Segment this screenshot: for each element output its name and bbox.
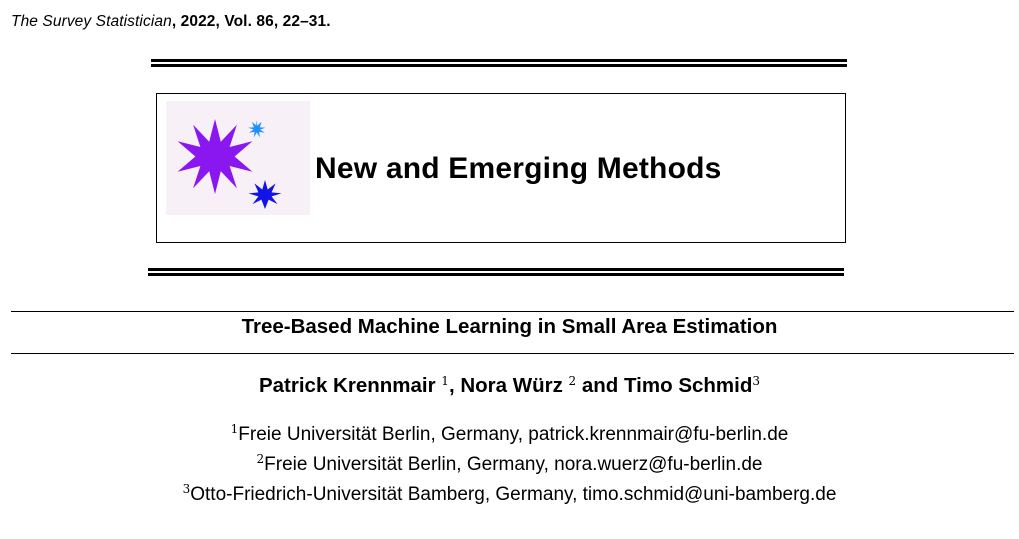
affiliation-marker: 2	[256, 452, 265, 466]
affiliation-text: Freie Universität Berlin, Germany, nora.…	[264, 454, 763, 475]
affiliation-marker: 1	[230, 422, 239, 436]
affiliation-marker: 3	[182, 482, 191, 496]
affiliation-text: Otto-Friedrich-Universität Bamberg, Germ…	[190, 484, 837, 505]
journal-name: The Survey Statistician	[11, 13, 172, 30]
affiliation-line: 2Freie Universität Berlin, Germany, nora…	[0, 452, 1019, 476]
double-rule-bottom	[148, 268, 844, 276]
affiliation-line: 1Freie Universität Berlin, Germany, patr…	[0, 422, 1019, 446]
double-rule-top	[151, 59, 847, 67]
section-title: New and Emerging Methods	[315, 152, 722, 185]
title-rule-top	[11, 311, 1014, 312]
author-affiliation-marker: 2	[568, 374, 577, 388]
author-affiliation-marker: 3	[752, 374, 761, 388]
author-separator: ,	[448, 374, 461, 397]
author-list: Patrick Krennmair 1, Nora Würz 2 and Tim…	[0, 374, 1019, 398]
small-cyan-star-icon	[248, 120, 266, 138]
author-name: Nora Würz	[460, 374, 563, 397]
author-name: Patrick Krennmair	[258, 374, 436, 397]
author-affiliation-marker: 1	[441, 374, 449, 388]
author-separator: and	[576, 374, 625, 397]
section-logo	[166, 101, 310, 215]
large-violet-star-icon	[177, 119, 253, 194]
journal-citation: The Survey Statistician, 2022, Vol. 86, …	[11, 13, 331, 31]
journal-details: , 2022, Vol. 86, 22–31.	[171, 13, 331, 30]
affiliation-line: 3Otto-Friedrich-Universität Bamberg, Ger…	[0, 482, 1019, 506]
affiliation-text: Freie Universität Berlin, Germany, patri…	[238, 424, 789, 445]
author-name: Timo Schmid	[624, 374, 753, 397]
section-banner: New and Emerging Methods	[156, 93, 846, 243]
stars-logo	[177, 119, 282, 209]
paper-title: Tree-Based Machine Learning in Small Are…	[241, 315, 778, 338]
blue-star-icon	[248, 180, 282, 209]
title-rule-bottom	[11, 353, 1014, 354]
